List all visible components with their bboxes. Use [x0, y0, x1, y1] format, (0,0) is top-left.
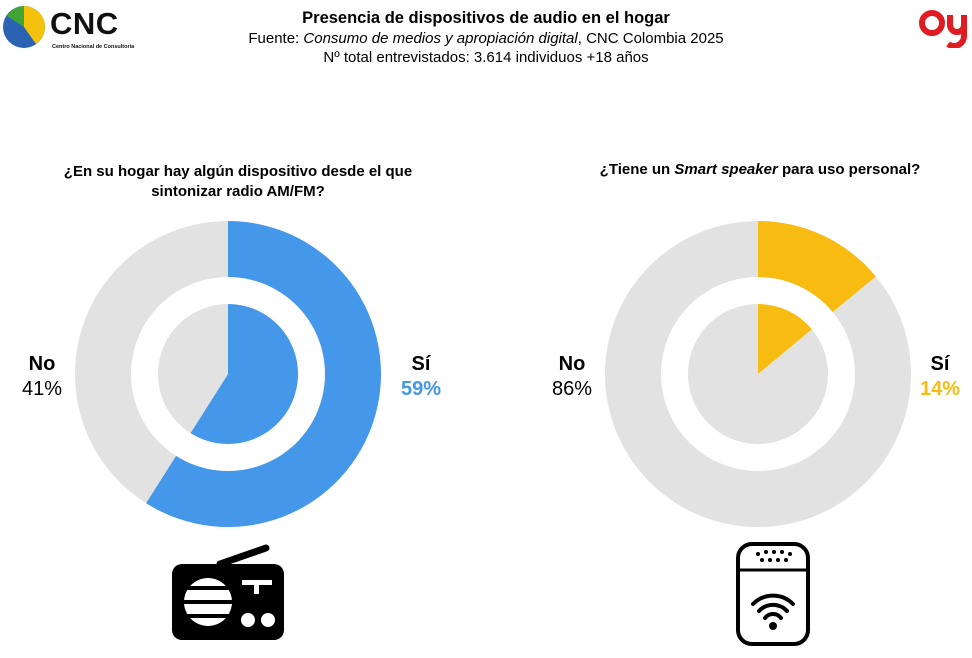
chart1-inner-slice-no — [158, 304, 228, 434]
chart2-label-no-cat: No — [558, 353, 586, 375]
chart2-question-part1: ¿Tiene un — [599, 161, 675, 178]
chart2-label-no-pct: 86% — [551, 378, 593, 400]
chart2-label-si-cat: Sí — [930, 353, 950, 375]
sample-line: Nº total entrevistados: 3.614 individuos… — [323, 49, 649, 66]
smart-speaker-icon — [736, 542, 810, 646]
chart1-label-no-pct: 41% — [21, 378, 63, 400]
brand-logo-icon — [919, 10, 967, 48]
page-title: Presencia de dispositivos de audio en el… — [302, 9, 670, 27]
chart2-inner-slice-no — [688, 304, 828, 444]
source-line: Fuente: Consumo de medios y apropiación … — [200, 29, 772, 48]
chart1-slice-si — [146, 221, 381, 527]
chart1-label-no: No 41% — [2, 352, 82, 402]
chart2-question-italic: Smart speaker — [674, 161, 778, 178]
chart2-slice-si — [758, 221, 876, 313]
radio-icon — [172, 544, 284, 640]
chart1-inner-slice-si — [190, 304, 299, 444]
chart2-slice-no — [605, 221, 912, 527]
source-suffix: , CNC Colombia 2025 — [577, 30, 724, 47]
chart1-label-si-cat: Sí — [411, 353, 431, 375]
chart2-question: ¿Tiene un Smart speaker para uso persona… — [560, 160, 960, 180]
cnc-logo-text: CNC — [50, 6, 119, 41]
chart1-label-si: Sí 59% — [381, 352, 461, 402]
cnc-logo-subtext: Centro Nacional de Consultoría — [52, 44, 135, 50]
chart1-label-no-cat: No — [28, 353, 56, 375]
cnc-logo: CNC Centro Nacional de Consultoría — [2, 4, 142, 54]
chart2-inner-slice-si — [758, 304, 812, 374]
source-prefix: Fuente: — [248, 30, 304, 47]
chart2-label-si-pct: 14% — [919, 378, 961, 400]
chart2-label-no: No 86% — [532, 352, 612, 402]
chart1-question: ¿En su hogar hay algún dispositivo desde… — [63, 163, 413, 200]
chart1-label-si-pct: 59% — [400, 378, 442, 400]
chart1-slice-no — [75, 221, 228, 504]
chart2-question-part3: para uso personal? — [777, 161, 921, 178]
source-italic: Consumo de medios y apropiación digital — [303, 30, 578, 47]
chart2-label-si: Sí 14% — [900, 352, 972, 402]
header: Presencia de dispositivos de audio en el… — [200, 8, 772, 67]
cnc-logo-mark-icon — [3, 6, 45, 48]
